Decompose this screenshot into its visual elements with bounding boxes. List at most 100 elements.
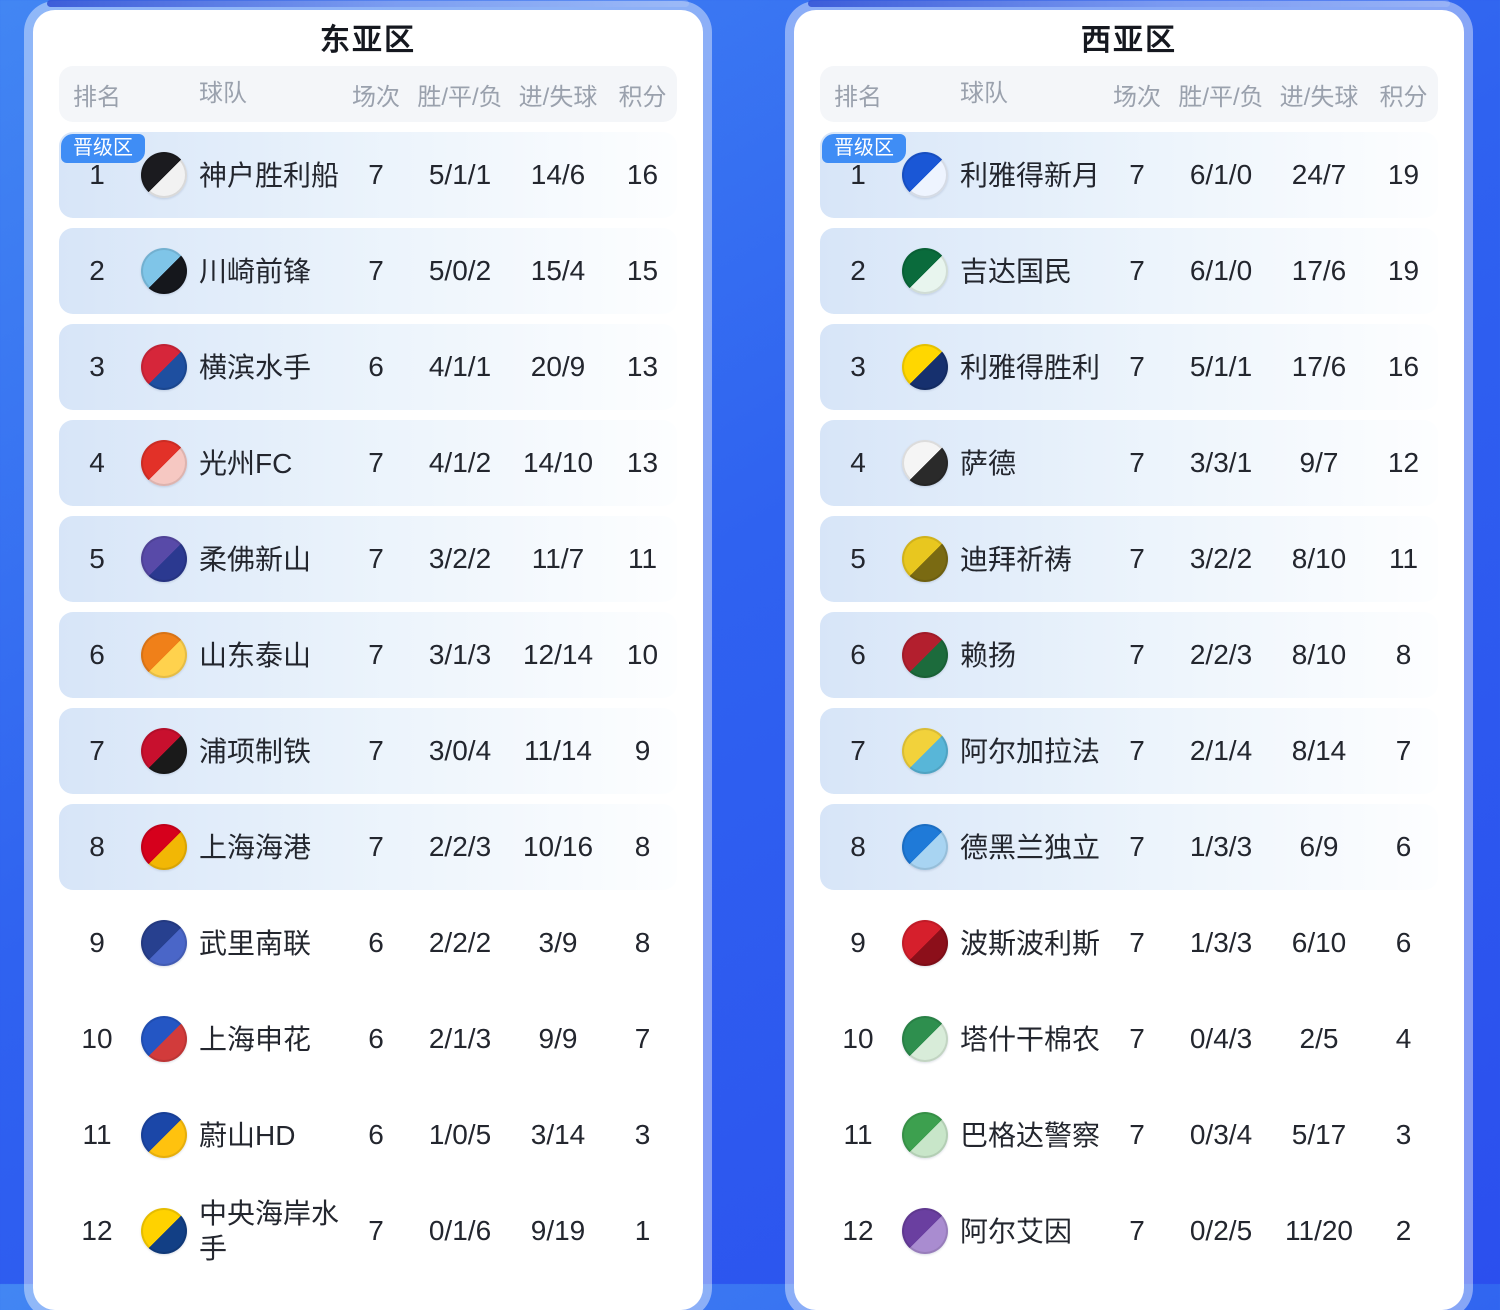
table-row[interactable]: 6 山东泰山 7 3/1/3 12/14 10	[59, 612, 677, 698]
rank-cell: 9	[850, 927, 866, 958]
table-row[interactable]: 5 柔佛新山 7 3/2/2 11/7 11	[59, 516, 677, 602]
rank-cell: 11	[82, 1119, 112, 1150]
points-cell: 12	[1387, 447, 1420, 478]
rank-cell: 3	[89, 351, 105, 382]
team-crest-cell	[896, 920, 954, 966]
points-cell: 4	[1395, 1023, 1412, 1054]
table-row[interactable]: 11 蔚山HD 6 1/0/5 3/14 3	[59, 1092, 677, 1178]
rank-cell: 1	[89, 159, 105, 190]
team-crest-icon	[141, 824, 187, 870]
goals-cell: 12/14	[522, 639, 594, 670]
team-name-cell: 川崎前锋	[199, 255, 312, 287]
rank-cell: 9	[89, 927, 105, 958]
matches-cell: 7	[1129, 639, 1145, 670]
table-row[interactable]: 3 利雅得胜利 7 5/1/1 17/6 16	[820, 324, 1438, 410]
points-cell: 8	[634, 927, 651, 958]
team-name-cell: 阿尔加拉法	[960, 735, 1101, 767]
column-header-team: 球队	[960, 80, 1008, 107]
table-row[interactable]: 9 武里南联 6 2/2/2 3/9 8	[59, 900, 677, 986]
team-crest-icon	[902, 1016, 948, 1062]
table-header-east: 排名 球队 场次 胜/平/负 进/失球 积分	[59, 66, 677, 122]
matches-cell: 7	[1129, 735, 1145, 766]
team-name-cell: 阿尔艾因	[960, 1215, 1073, 1247]
rank-cell: 7	[850, 735, 866, 766]
win-draw-loss-cell: 3/1/3	[428, 639, 492, 670]
win-draw-loss-cell: 1/3/3	[1189, 831, 1253, 862]
points-cell: 13	[626, 447, 659, 478]
win-draw-loss-cell: 2/2/2	[428, 927, 492, 958]
table-row[interactable]: 12 中央海岸水手 7 0/1/6 9/19 1	[59, 1188, 677, 1274]
table-row[interactable]: 7 浦项制铁 7 3/0/4 11/14 9	[59, 708, 677, 794]
win-draw-loss-cell: 6/1/0	[1189, 255, 1253, 286]
team-name-cell: 蔚山HD	[199, 1119, 296, 1151]
team-crest-icon	[902, 824, 948, 870]
goals-cell: 20/9	[530, 351, 586, 382]
team-crest-icon	[141, 1112, 187, 1158]
team-name-cell: 山东泰山	[199, 639, 312, 671]
table-row[interactable]: 4 萨德 7 3/3/1 9/7 12	[820, 420, 1438, 506]
table-row[interactable]: 12 阿尔艾因 7 0/2/5 11/20 2	[820, 1188, 1438, 1274]
matches-cell: 7	[368, 639, 384, 670]
goals-cell: 9/7	[1299, 447, 1339, 478]
rank-cell: 11	[843, 1119, 873, 1150]
points-cell: 15	[626, 255, 659, 286]
table-row[interactable]: 晋级区 1 神户胜利船 7 5/1/1 14/6 16	[59, 132, 677, 218]
team-name-cell: 利雅得新月	[960, 159, 1101, 191]
win-draw-loss-cell: 3/2/2	[428, 543, 492, 574]
table-row[interactable]: 2 吉达国民 7 6/1/0 17/6 19	[820, 228, 1438, 314]
table-row[interactable]: 2 川崎前锋 7 5/0/2 15/4 15	[59, 228, 677, 314]
points-cell: 1	[634, 1215, 651, 1246]
table-row[interactable]: 7 阿尔加拉法 7 2/1/4 8/14 7	[820, 708, 1438, 794]
matches-cell: 6	[368, 1023, 384, 1054]
table-row[interactable]: 9 波斯波利斯 7 1/3/3 6/10 6	[820, 900, 1438, 986]
team-crest-cell	[896, 1208, 954, 1254]
table-row[interactable]: 5 迪拜祈祷 7 3/2/2 8/10 11	[820, 516, 1438, 602]
table-row[interactable]: 10 上海申花 6 2/1/3 9/9 7	[59, 996, 677, 1082]
column-header-matches: 场次	[352, 83, 400, 111]
team-crest-cell	[135, 248, 193, 294]
points-cell: 19	[1387, 255, 1420, 286]
promotion-zone-badge: 晋级区	[822, 134, 906, 163]
goals-cell: 3/9	[538, 927, 578, 958]
win-draw-loss-cell: 0/2/5	[1189, 1215, 1253, 1246]
goals-cell: 8/14	[1291, 735, 1347, 766]
matches-cell: 7	[1129, 1119, 1145, 1150]
points-cell: 9	[634, 735, 651, 766]
team-name-cell: 神户胜利船	[199, 159, 340, 191]
table-row[interactable]: 10 塔什干棉农 7 0/4/3 2/5 4	[820, 996, 1438, 1082]
team-crest-icon	[141, 920, 187, 966]
team-crest-icon	[141, 344, 187, 390]
team-crest-cell	[135, 536, 193, 582]
points-cell: 3	[634, 1119, 651, 1150]
team-crest-cell	[135, 728, 193, 774]
points-cell: 2	[1395, 1215, 1412, 1246]
team-crest-icon	[141, 152, 187, 198]
matches-cell: 7	[368, 1215, 384, 1246]
table-row[interactable]: 8 上海海港 7 2/2/3 10/16 8	[59, 804, 677, 890]
matches-cell: 7	[1129, 1023, 1145, 1054]
points-cell: 6	[1395, 831, 1412, 862]
team-crest-cell	[896, 728, 954, 774]
rank-cell: 8	[850, 831, 866, 862]
team-name-cell: 德黑兰独立	[960, 831, 1101, 863]
matches-cell: 6	[368, 351, 384, 382]
table-row[interactable]: 晋级区 1 利雅得新月 7 6/1/0 24/7 19	[820, 132, 1438, 218]
table-row[interactable]: 8 德黑兰独立 7 1/3/3 6/9 6	[820, 804, 1438, 890]
table-row[interactable]: 3 横滨水手 6 4/1/1 20/9 13	[59, 324, 677, 410]
win-draw-loss-cell: 2/2/3	[428, 831, 492, 862]
team-crest-cell	[896, 1112, 954, 1158]
matches-cell: 7	[368, 543, 384, 574]
column-header-team: 球队	[199, 80, 247, 107]
rank-cell: 7	[89, 735, 105, 766]
rank-cell: 6	[89, 639, 105, 670]
team-crest-cell	[896, 344, 954, 390]
column-header-rank: 排名	[834, 83, 882, 111]
table-row[interactable]: 4 光州FC 7 4/1/2 14/10 13	[59, 420, 677, 506]
column-header-matches: 场次	[1113, 83, 1161, 111]
rank-cell: 2	[850, 255, 866, 286]
matches-cell: 7	[1129, 1215, 1145, 1246]
table-row[interactable]: 6 赖扬 7 2/2/3 8/10 8	[820, 612, 1438, 698]
team-crest-cell	[135, 344, 193, 390]
table-row[interactable]: 11 巴格达警察 7 0/3/4 5/17 3	[820, 1092, 1438, 1178]
